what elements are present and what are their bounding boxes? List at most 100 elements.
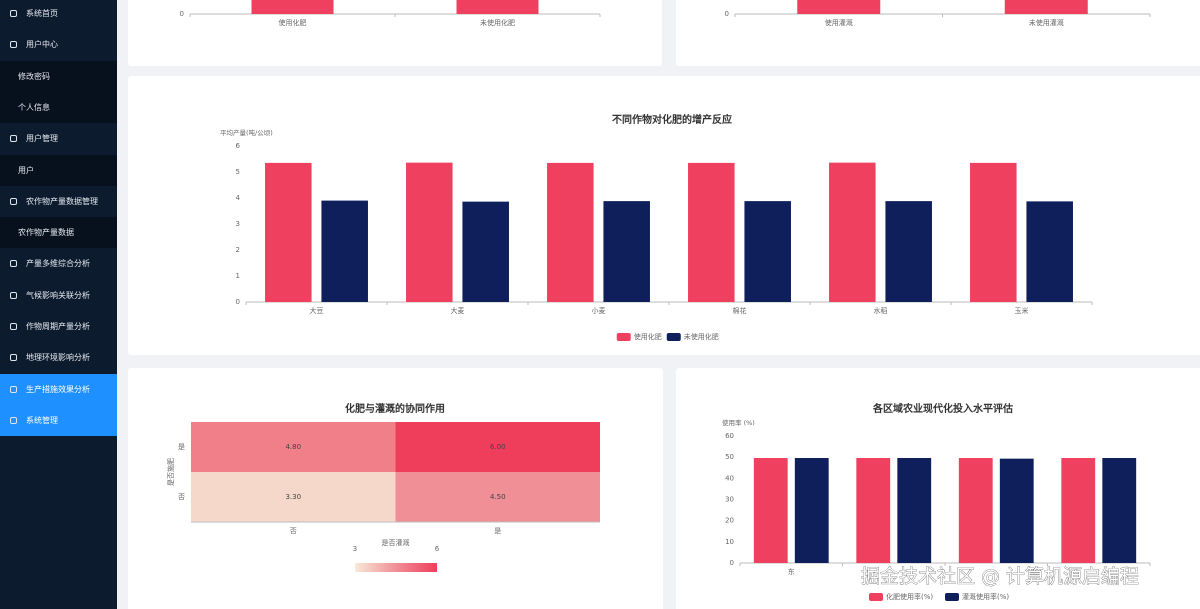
panel [676,0,1200,66]
bar [456,0,539,14]
bar [251,0,334,14]
legend-label: 化肥使用率(%) [886,592,933,601]
menu-item[interactable]: 农作物产量数据 [0,217,117,249]
cell-label: 6.00 [490,443,506,451]
menu-item[interactable]: 产量多维综合分析 [0,248,117,279]
menu-item[interactable]: 生产措施效果分析 [0,373,117,405]
y-tick-label: 0 [180,10,184,18]
cell-label: 4.80 [285,443,301,451]
y-tick-label: 50 [725,453,734,461]
bar [856,458,891,563]
legend-label: 使用化肥 [634,332,662,341]
chart-title: 不同作物对化肥的增产反应 [612,113,732,126]
x-tick-label: 未使用灌溉 [1029,18,1064,27]
x-tick-label: 东 [788,567,795,576]
panel [128,76,1200,355]
menu-item[interactable]: 用户 [0,154,117,186]
menu-icon [10,135,17,143]
bar [999,458,1034,563]
bar [688,162,735,302]
bar [547,162,594,302]
menu-label: 农作物产量数据管理 [26,196,98,206]
y-tick-label: 是 [178,443,185,451]
x-tick-label: 未使用化肥 [480,18,515,27]
x-tick-label: 小麦 [592,306,606,315]
menu-icon [10,291,17,299]
y-axis-label: 使用率 (%) [722,418,755,427]
bar [1026,201,1073,302]
bar [603,201,650,302]
y-axis-label: 是否施肥 [166,458,175,486]
x-tick-label: 棉花 [733,306,747,315]
menu-item[interactable]: 农作物产量数据管理 [0,186,117,217]
y-tick-label: 4 [236,194,241,202]
bar [265,162,312,302]
menu-item[interactable]: 系统管理 [0,404,117,436]
y-axis-label: 平均产量(吨/公顷) [220,128,273,137]
x-tick-label: 水稻 [874,306,888,315]
watermark: 掘金技术社区 @ 计算机源启编程 [861,566,1139,588]
visual-map [355,563,437,572]
chart-title: 化肥与灌溉的协同作用 [345,402,445,415]
menu-label: 修改密码 [18,71,50,81]
y-tick-label: 0 [730,559,734,567]
menu-label: 作物周期产量分析 [26,322,90,331]
menu-label: 用户 [18,165,34,175]
bar [1004,0,1088,14]
x-tick-label: 玉米 [1015,306,1029,315]
x-axis-label: 是否灌溉 [382,538,410,547]
bar [829,162,876,302]
menu-item[interactable]: 用户中心 [0,29,117,60]
menu-icon [10,323,17,330]
menu-item[interactable]: 修改密码 [0,60,117,92]
menu-item[interactable]: 用户管理 [0,123,117,154]
x-tick-label: 使用化肥 [279,18,307,27]
menu-label: 农作物产量数据 [18,228,74,238]
menu-item[interactable]: 地理环境影响分析 [0,342,117,373]
bar [885,201,932,302]
heat-cell [191,472,396,522]
legend-swatch [945,593,959,601]
panel [128,0,662,66]
menu-item[interactable]: 个人信息 [0,91,117,123]
y-tick-label: 2 [236,246,240,254]
y-tick-label: 40 [725,474,734,482]
menu-label: 用户管理 [26,134,58,144]
legend-swatch [869,593,883,601]
sidebar: 系统首页用户中心修改密码个人信息用户管理用户农作物产量数据管理农作物产量数据产量… [0,0,117,609]
y-tick-label: 30 [725,496,734,504]
y-tick-label: 60 [725,432,734,440]
heat-cell [395,472,600,522]
bar [744,201,791,302]
y-tick-label: 1 [236,272,240,280]
heat-cell [395,422,600,472]
bar [970,162,1017,302]
bar [794,458,829,563]
menu-icon [10,416,17,424]
menu-label: 地理环境影响分析 [26,353,90,363]
legend-swatch [616,333,631,341]
cell-label: 3.30 [285,493,301,501]
menu-label: 系统管理 [26,415,58,425]
bar [1061,458,1096,563]
legend-label: 未使用化肥 [684,332,719,341]
bar [897,458,932,563]
menu-icon [10,197,17,205]
y-tick-label: 否 [178,493,185,501]
menu-label: 气候影响关联分析 [26,290,90,300]
menu-item[interactable]: 系统首页 [0,0,117,29]
menu-label: 产量多维综合分析 [26,259,90,269]
menu-item[interactable]: 作物周期产量分析 [0,311,117,342]
y-tick-label: 10 [725,538,734,546]
x-tick-label: 是 [494,527,501,535]
menu-icon [10,385,17,393]
bar [321,200,368,302]
menu-icon [10,354,17,362]
menu-label: 系统首页 [26,9,58,18]
menu-item[interactable]: 气候影响关联分析 [0,280,117,311]
menu-label: 用户中心 [26,40,58,50]
cell-label: 4.50 [490,493,506,501]
